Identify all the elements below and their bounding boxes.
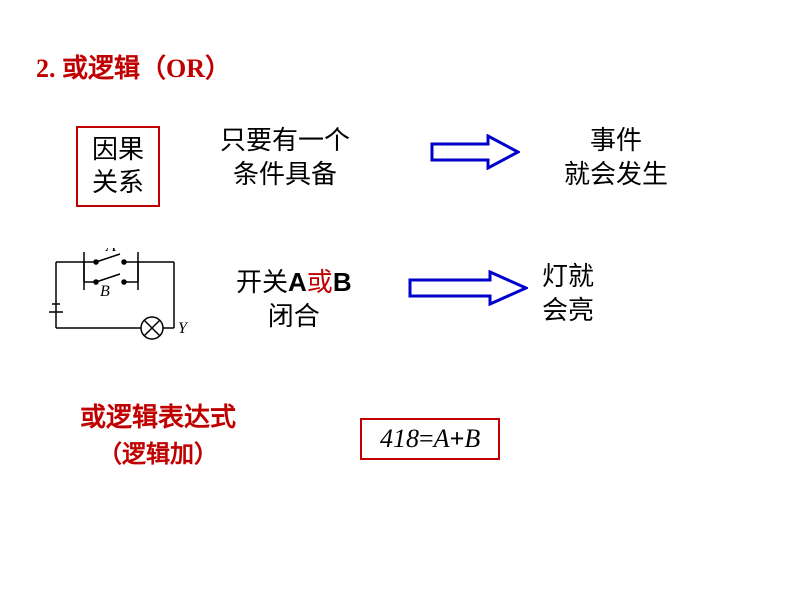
title-text: 或逻辑 bbox=[62, 54, 140, 83]
arrow-2 bbox=[408, 270, 528, 306]
result-text-1: 事件 就会发生 bbox=[564, 124, 668, 192]
formula-eq: = bbox=[419, 424, 434, 453]
circuit-label-y: Y bbox=[178, 320, 189, 337]
circuit-label-b: B bbox=[100, 283, 110, 300]
paren-r: ） bbox=[205, 54, 231, 83]
expr-title-line2: （逻辑加） bbox=[98, 442, 218, 468]
circuit-label-a: A bbox=[105, 248, 116, 255]
arrow-1 bbox=[430, 134, 520, 170]
cond2-line2: 闭合 bbox=[268, 302, 320, 331]
section-title: 2. 或逻辑（OR） bbox=[36, 48, 231, 85]
res1-line1: 事件 bbox=[590, 126, 642, 155]
title-or: OR bbox=[166, 54, 205, 83]
title-number: 2. bbox=[36, 54, 56, 83]
formula-plus: + bbox=[450, 424, 465, 453]
res2-line2: 会亮 bbox=[542, 296, 594, 325]
condition-text-2: 开关A或B 闭合 bbox=[236, 266, 352, 334]
cause-line2: 关系 bbox=[92, 168, 144, 197]
result-text-2: 灯就 会亮 bbox=[542, 260, 594, 328]
expr-title-line1: 或逻辑表达式 bbox=[80, 403, 236, 432]
cond1-line2: 条件具备 bbox=[233, 160, 337, 189]
res2-line1: 灯就 bbox=[542, 262, 594, 291]
condition-text-1: 只要有一个 条件具备 bbox=[220, 124, 350, 192]
cond2-b: B bbox=[333, 267, 352, 297]
res1-line2: 就会发生 bbox=[564, 160, 668, 189]
paren-l: （ bbox=[140, 54, 166, 83]
formula-a: A bbox=[434, 424, 450, 453]
formula-box: 418=A+B bbox=[360, 418, 500, 460]
cond2-or: 或 bbox=[307, 268, 333, 297]
cond1-line1: 只要有一个 bbox=[220, 126, 350, 155]
expression-title: 或逻辑表达式 （逻辑加） bbox=[80, 400, 236, 473]
formula-y: 418 bbox=[380, 424, 419, 453]
cond2-prefix: 开关 bbox=[236, 268, 288, 297]
formula-b: B bbox=[464, 424, 480, 453]
cause-effect-box: 因果 关系 bbox=[76, 126, 160, 207]
cause-line1: 因果 bbox=[92, 135, 144, 164]
circuit-diagram: A B Y bbox=[46, 248, 196, 343]
cond2-a: A bbox=[288, 267, 307, 297]
